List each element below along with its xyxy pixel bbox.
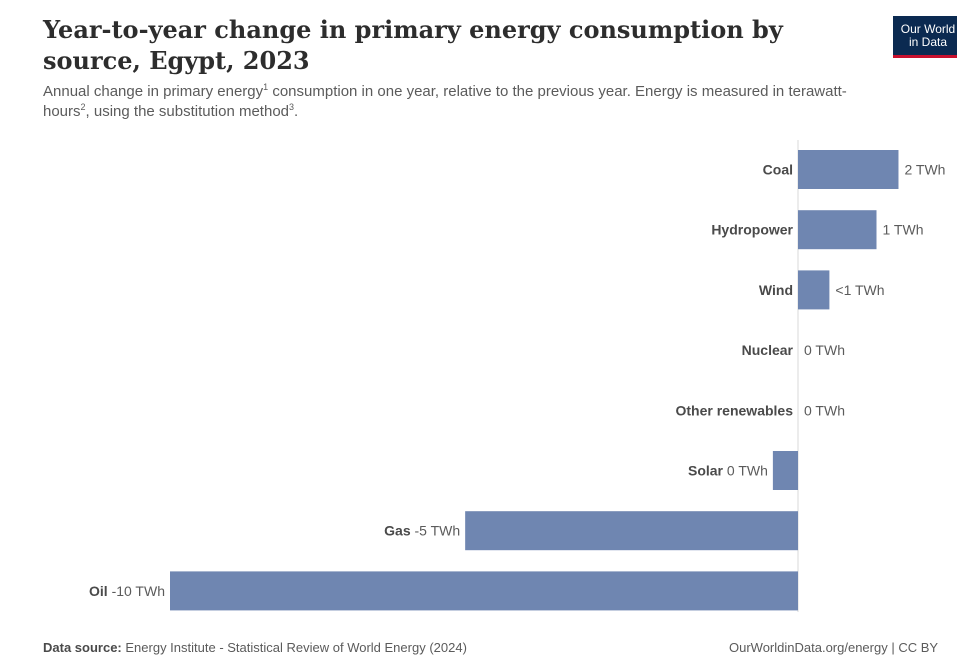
value-label: <1 TWh bbox=[835, 282, 884, 298]
bar-label-group: Oil -10 TWh bbox=[89, 583, 165, 599]
category-label: Solar bbox=[688, 463, 727, 479]
logo-line-2: in Data bbox=[908, 35, 948, 49]
value-label: 0 TWh bbox=[727, 463, 768, 479]
bar-label-group: Gas -5 TWh bbox=[384, 523, 460, 539]
owid-logo[interactable]: Our World in Data bbox=[893, 16, 957, 58]
logo-line-1: Our World bbox=[900, 22, 956, 36]
subtitle-text-3: , using the substitution method bbox=[85, 103, 290, 120]
bar-gas[interactable] bbox=[465, 511, 798, 551]
value-label: 2 TWh bbox=[904, 162, 945, 178]
bar-oil[interactable] bbox=[170, 571, 798, 611]
bar-hydropower[interactable] bbox=[798, 210, 877, 250]
subtitle-text-1: Annual change in primary energy bbox=[43, 83, 264, 100]
category-label: Wind bbox=[759, 282, 793, 298]
value-label: 0 TWh bbox=[804, 342, 845, 358]
source-label: Data source: bbox=[43, 640, 122, 655]
footer-source: Data source: Energy Institute - Statisti… bbox=[43, 640, 943, 655]
category-label: Coal bbox=[763, 162, 793, 178]
bar-label-group: Solar 0 TWh bbox=[688, 463, 768, 479]
value-label: -10 TWh bbox=[112, 583, 165, 599]
footer-license[interactable]: OurWorldinData.org/energy | CC BY bbox=[729, 640, 939, 655]
bar-coal[interactable] bbox=[798, 150, 899, 189]
value-label: 0 TWh bbox=[804, 402, 845, 418]
footnote-3[interactable]: 3 bbox=[289, 102, 295, 112]
chart-subtitle: Annual change in primary energy1 consump… bbox=[43, 82, 873, 122]
category-label: Hydropower bbox=[711, 222, 793, 238]
category-label: Gas bbox=[384, 523, 414, 539]
value-label: 1 TWh bbox=[883, 222, 924, 238]
bar-solar[interactable] bbox=[772, 451, 798, 490]
bar-wind[interactable] bbox=[798, 270, 830, 310]
subtitle-text-4: . bbox=[294, 103, 299, 120]
category-label: Oil bbox=[89, 583, 112, 599]
category-label: Nuclear bbox=[742, 342, 794, 358]
footnote-2[interactable]: 2 bbox=[80, 102, 86, 112]
footnote-1[interactable]: 1 bbox=[263, 82, 269, 92]
subtitle-text-2: consumption in one year, relative to the… bbox=[43, 83, 847, 120]
value-label: -5 TWh bbox=[415, 523, 461, 539]
bar-chart: Coal 2 TWh Hydropower 1 TWh Wind <1 TWh Nuclea… bbox=[89, 140, 945, 612]
chart-title: Year-to-year change in primary energy co… bbox=[43, 15, 783, 75]
category-label: Other renewables bbox=[676, 402, 794, 418]
source-text[interactable]: Energy Institute - Statistical Review of… bbox=[125, 640, 467, 655]
